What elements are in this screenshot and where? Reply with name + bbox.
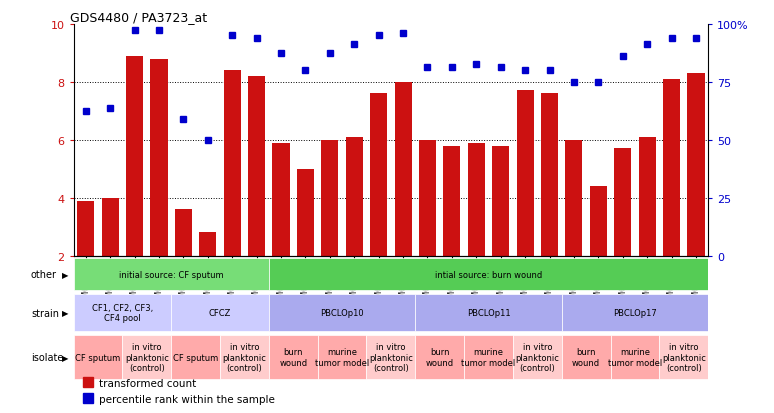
Bar xyxy=(416,335,464,379)
Bar xyxy=(74,259,269,290)
Bar xyxy=(317,335,366,379)
Bar xyxy=(639,138,656,256)
Bar xyxy=(663,80,680,256)
Bar xyxy=(224,71,241,256)
Text: PBCLOp10: PBCLOp10 xyxy=(320,309,364,317)
Bar xyxy=(562,335,611,379)
Bar xyxy=(346,138,363,256)
Bar xyxy=(366,335,416,379)
Text: in vitro
planktonic
(control): in vitro planktonic (control) xyxy=(369,342,413,372)
Text: other: other xyxy=(31,270,57,280)
Text: in vitro
planktonic
(control): in vitro planktonic (control) xyxy=(515,342,560,372)
Text: murine
tumor model: murine tumor model xyxy=(608,348,662,367)
Legend: transformed count, percentile rank within the sample: transformed count, percentile rank withi… xyxy=(79,374,279,408)
Bar xyxy=(269,335,317,379)
Text: intial source: burn wound: intial source: burn wound xyxy=(435,270,542,279)
Bar xyxy=(269,294,416,332)
Text: ▶: ▶ xyxy=(62,353,68,362)
Bar xyxy=(77,201,94,256)
Text: murine
tumor model: murine tumor model xyxy=(315,348,369,367)
Text: ▶: ▶ xyxy=(62,309,68,317)
Bar xyxy=(516,91,534,256)
Bar xyxy=(611,335,659,379)
Text: burn
wound: burn wound xyxy=(426,348,454,367)
Bar xyxy=(150,59,167,256)
Bar xyxy=(562,294,708,332)
Text: in vitro
planktonic
(control): in vitro planktonic (control) xyxy=(125,342,169,372)
Bar xyxy=(199,233,217,256)
Text: ▶: ▶ xyxy=(62,270,68,279)
Text: burn
wound: burn wound xyxy=(572,348,600,367)
Bar xyxy=(444,146,461,256)
Bar xyxy=(419,140,436,256)
Text: isolate: isolate xyxy=(31,352,63,362)
Bar xyxy=(272,143,289,256)
Bar xyxy=(171,335,220,379)
Bar xyxy=(565,140,583,256)
Bar xyxy=(370,94,387,256)
Text: CF1, CF2, CF3,
CF4 pool: CF1, CF2, CF3, CF4 pool xyxy=(92,303,153,323)
Text: CF sputum: CF sputum xyxy=(75,353,121,362)
Bar xyxy=(659,335,708,379)
Bar xyxy=(492,146,509,256)
Bar xyxy=(74,335,122,379)
Text: strain: strain xyxy=(31,308,59,318)
Bar xyxy=(590,187,607,256)
Bar xyxy=(171,294,269,332)
Bar xyxy=(269,259,708,290)
Bar xyxy=(395,83,412,256)
Bar xyxy=(321,140,338,256)
Bar xyxy=(541,94,558,256)
Text: PBCLOp11: PBCLOp11 xyxy=(467,309,510,317)
Bar xyxy=(467,143,485,256)
Text: in vitro
planktonic
(control): in vitro planktonic (control) xyxy=(222,342,266,372)
Bar xyxy=(687,74,704,256)
Bar xyxy=(464,335,513,379)
Bar xyxy=(248,77,265,256)
Bar xyxy=(126,57,143,256)
Text: burn
wound: burn wound xyxy=(279,348,307,367)
Text: initial source: CF sputum: initial source: CF sputum xyxy=(119,270,224,279)
Text: CFCZ: CFCZ xyxy=(209,309,231,317)
Bar xyxy=(513,335,562,379)
Text: murine
tumor model: murine tumor model xyxy=(461,348,515,367)
Bar xyxy=(220,335,269,379)
Text: GDS4480 / PA3723_at: GDS4480 / PA3723_at xyxy=(70,11,207,24)
Bar xyxy=(122,335,171,379)
Bar xyxy=(615,149,632,256)
Text: in vitro
planktonic
(control): in vitro planktonic (control) xyxy=(662,342,706,372)
Bar xyxy=(416,294,562,332)
Bar xyxy=(175,210,192,256)
Bar xyxy=(101,198,118,256)
Bar xyxy=(74,294,171,332)
Text: PBCLOp17: PBCLOp17 xyxy=(613,309,657,317)
Text: CF sputum: CF sputum xyxy=(173,353,218,362)
Bar xyxy=(297,169,314,256)
